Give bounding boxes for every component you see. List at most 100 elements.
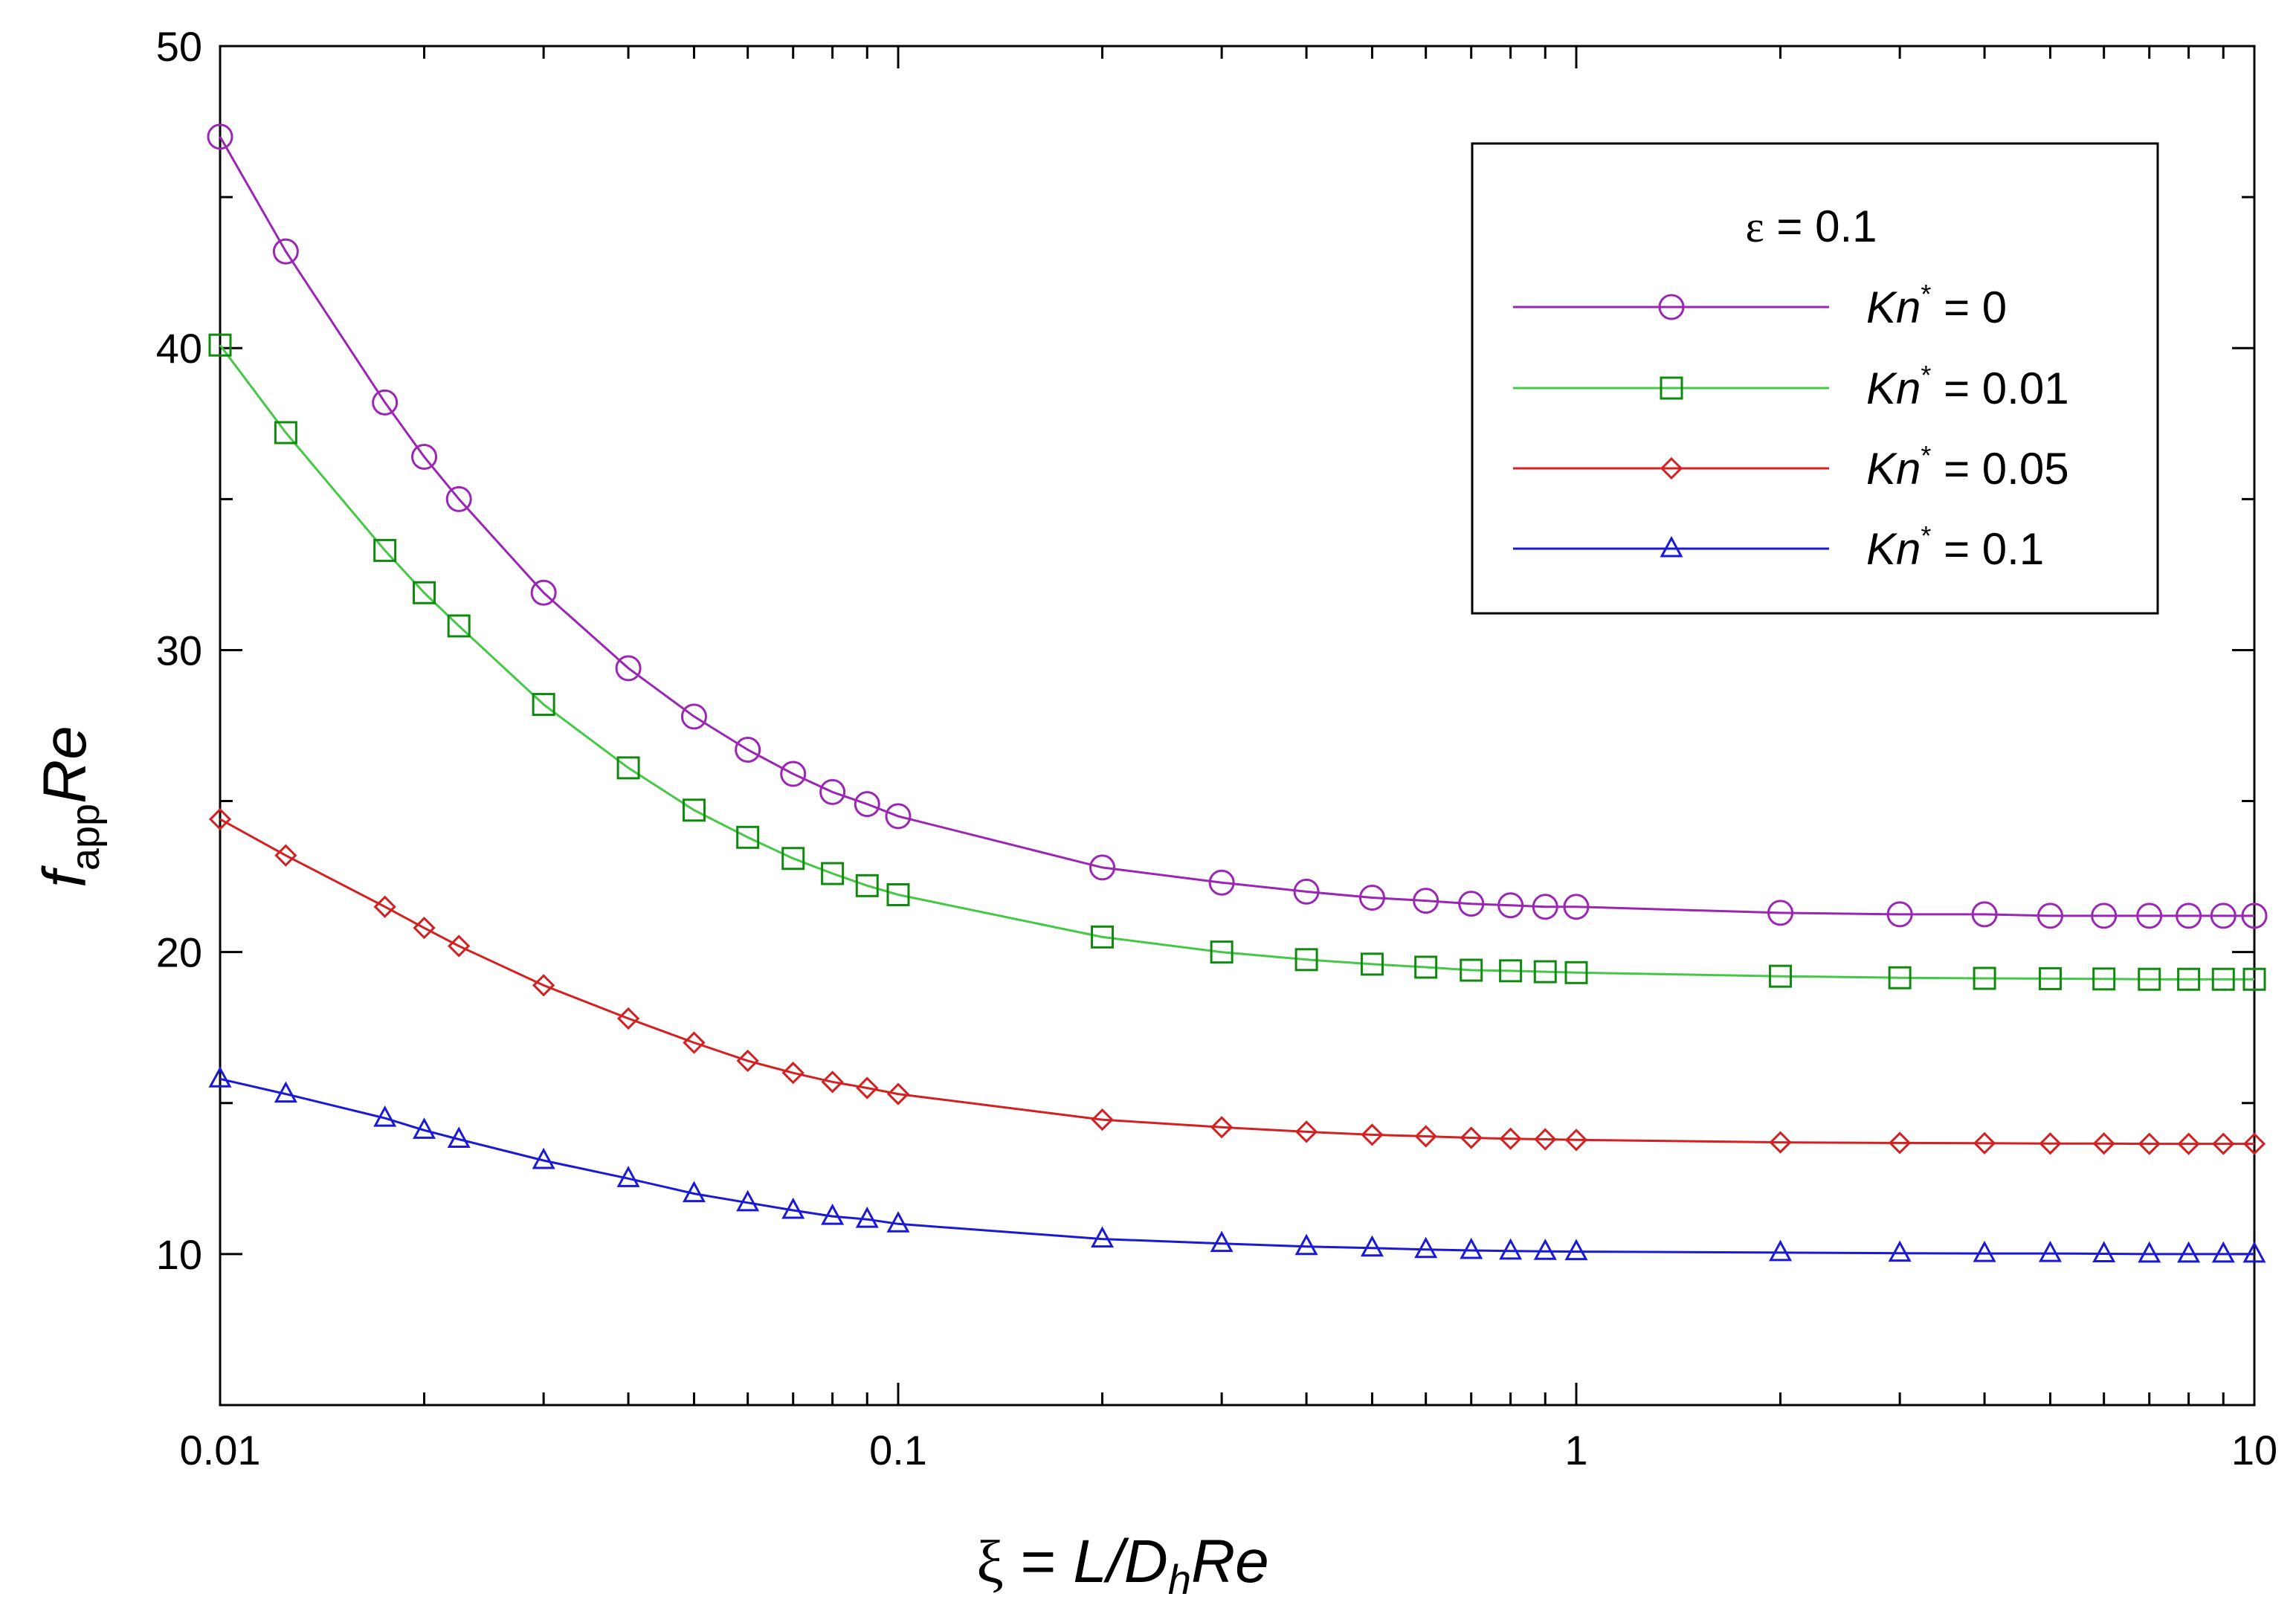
- data-point: [413, 581, 436, 604]
- legend-item-0: Kn* = 0: [1513, 279, 2007, 332]
- series-1: [208, 333, 2266, 991]
- y-tick-label: 20: [156, 929, 202, 976]
- data-point: [1460, 1126, 1483, 1149]
- data-point: [2038, 1240, 2062, 1262]
- data-point: [1886, 901, 1913, 928]
- data-point: [855, 874, 879, 897]
- axis-ticks: 10 20 30 40 50 0.01 0.1 1 10: [156, 23, 2277, 1473]
- data-point: [1533, 1239, 1557, 1260]
- data-point: [1532, 894, 1558, 920]
- y-axis-title: fappRe: [31, 726, 108, 888]
- data-point: [447, 614, 471, 638]
- data-point: [2092, 967, 2116, 991]
- data-point: [1413, 888, 1439, 914]
- data-point: [2211, 967, 2235, 991]
- data-point: [448, 934, 471, 958]
- data-point: [683, 1031, 706, 1054]
- data-point: [1767, 900, 1794, 926]
- data-point: [373, 538, 397, 562]
- series-line: [219, 818, 2254, 1146]
- data-point: [274, 844, 297, 867]
- data-point: [1210, 940, 1234, 964]
- legend-item-1: Kn* = 0.01: [1513, 360, 2069, 413]
- data-point: [2211, 1241, 2235, 1263]
- data-point: [274, 1081, 297, 1103]
- data-point: [1294, 1233, 1318, 1256]
- data-point: [682, 798, 706, 822]
- data-point: [2136, 903, 2163, 929]
- data-point: [819, 778, 846, 805]
- series-line: [219, 136, 2254, 917]
- data-point: [885, 803, 912, 830]
- legend: ε = 0.1 Kn* = 0 Kn* = 0.01 Kn* = 0.05 Kn* = …: [1471, 142, 2159, 615]
- data-point: [1414, 1236, 1438, 1259]
- data-point: [615, 655, 642, 682]
- legend-box: [1471, 142, 2159, 615]
- data-point: [1564, 961, 1588, 984]
- y-tick-label: 10: [156, 1231, 202, 1278]
- data-point: [1499, 959, 1523, 983]
- data-point: [682, 1181, 706, 1203]
- data-point: [680, 703, 707, 730]
- y-tick-label: 50: [156, 23, 202, 70]
- data-point: [1458, 891, 1485, 917]
- data-point: [2176, 903, 2202, 929]
- data-point: [1888, 1240, 1912, 1262]
- data-point: [2138, 967, 2161, 991]
- data-point: [886, 882, 910, 906]
- data-point: [1769, 1239, 1793, 1262]
- data-point: [372, 389, 399, 416]
- legend-label: Kn* = 0: [1866, 279, 2007, 332]
- data-point: [1888, 966, 1912, 989]
- data-point: [736, 1049, 759, 1073]
- data-point: [1089, 854, 1116, 881]
- series-line: [219, 1077, 2254, 1256]
- data-point: [1358, 885, 1385, 911]
- data-point: [532, 1147, 555, 1169]
- data-point: [1769, 964, 1793, 988]
- data-point: [1973, 1131, 1996, 1155]
- x-tick-label: 0.01: [180, 1427, 261, 1473]
- data-point: [2091, 903, 2118, 929]
- data-point: [532, 693, 555, 717]
- data-point: [1499, 1127, 1522, 1150]
- data-point: [413, 1117, 436, 1139]
- data-point: [447, 1126, 471, 1149]
- data-point: [1208, 869, 1235, 896]
- data-point: [2177, 967, 2201, 991]
- data-point: [1973, 1240, 1996, 1262]
- data-point: [736, 1189, 760, 1212]
- data-point: [207, 123, 233, 150]
- data-point: [1460, 958, 1483, 982]
- data-point: [886, 1211, 910, 1233]
- data-point: [856, 1076, 879, 1100]
- data-point: [781, 1197, 805, 1219]
- legend-swatch-marker: [1660, 456, 1683, 480]
- series-group: [207, 123, 2268, 1263]
- data-point: [1534, 1128, 1557, 1151]
- data-point: [2242, 967, 2266, 991]
- data-point: [736, 825, 760, 849]
- data-point: [1533, 960, 1557, 984]
- data-point: [735, 736, 761, 763]
- data-point: [1091, 1226, 1115, 1248]
- data-point: [2039, 1132, 2062, 1155]
- x-tick-label: 10: [2231, 1427, 2277, 1473]
- series-0: [207, 123, 2268, 929]
- data-point: [208, 333, 232, 357]
- data-point: [1563, 894, 1590, 920]
- legend-label: Kn* = 0.01: [1866, 360, 2069, 413]
- data-point: [445, 485, 472, 512]
- legend-title: ε = 0.1: [1746, 201, 1877, 251]
- data-point: [532, 974, 555, 997]
- series-line: [219, 344, 2254, 981]
- legend-swatch-marker: [1658, 294, 1685, 320]
- series-3: [208, 1066, 2266, 1263]
- y-tick-label: 30: [156, 627, 202, 674]
- legend-swatch-marker: [1660, 535, 1683, 558]
- x-tick-label: 0.1: [869, 1427, 927, 1473]
- data-point: [2037, 903, 2063, 929]
- x-axis-title: ξ = L/DhRe: [976, 1528, 1269, 1603]
- data-point: [2092, 1132, 2115, 1155]
